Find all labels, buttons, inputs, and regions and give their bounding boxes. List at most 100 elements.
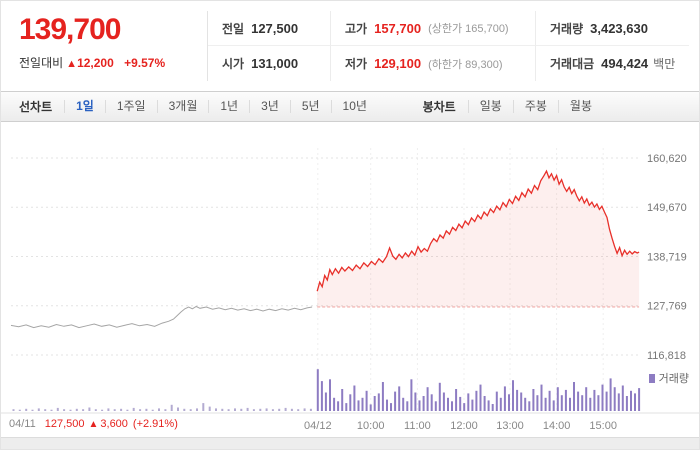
- volume-bar: [361, 397, 364, 411]
- volume-bar: [12, 409, 15, 411]
- volume-bar: [593, 389, 596, 411]
- prev-day-summary: 04/11 127,500 ▲ 3,600 (+2.91%): [9, 418, 178, 430]
- tab-1year[interactable]: 1년: [208, 100, 249, 113]
- volume-legend-label: 거래량: [658, 373, 689, 385]
- volume-bar: [357, 400, 360, 411]
- volume-bar: [621, 385, 624, 411]
- volume-bar: [479, 384, 482, 411]
- volume-bar: [177, 407, 179, 411]
- volume-bar: [324, 392, 327, 411]
- volume-bar: [386, 399, 388, 411]
- volume-bar: [544, 397, 547, 411]
- stat-label: 시가: [222, 57, 245, 71]
- volume-bar: [320, 381, 323, 411]
- stat-unit: 백만: [653, 57, 676, 71]
- volume-bar: [483, 396, 486, 411]
- x-axis-label: 13:00: [496, 420, 524, 432]
- volume-bar: [56, 407, 59, 411]
- candle-chart-group-label: 봉차트: [422, 100, 456, 114]
- volume-bar: [381, 382, 384, 411]
- volume-swatch-icon: [648, 373, 655, 383]
- stat-low: 저가 129,100 (하한가 89,300): [330, 46, 535, 81]
- volume-bar: [524, 397, 527, 411]
- volume-bar: [265, 408, 268, 411]
- volume-bar: [459, 396, 462, 411]
- volume-bar: [414, 392, 417, 411]
- volume-bar: [345, 403, 348, 411]
- volume-bar: [508, 394, 510, 411]
- volume-bar: [617, 393, 620, 411]
- line-chart-group-label: 선차트: [19, 100, 53, 114]
- volume-bar: [316, 369, 319, 411]
- volume-bar: [145, 408, 148, 411]
- volume-bar: [630, 390, 632, 411]
- volume-bar: [426, 387, 429, 411]
- volume-bar: [613, 387, 616, 411]
- current-price-block: 139,700 전일대비 ▲12,200 +9.57%: [1, 1, 207, 91]
- volume-bar: [463, 403, 466, 411]
- prev-day-percent: (+2.91%): [132, 418, 178, 430]
- volume-bar: [94, 409, 97, 411]
- stat-value: 131,000: [251, 56, 299, 71]
- volume-bar: [467, 393, 470, 411]
- current-price: 139,700: [19, 13, 121, 46]
- stat-label: 저가: [345, 57, 368, 71]
- tab-3years[interactable]: 3년: [249, 100, 290, 113]
- volume-bar: [577, 391, 580, 411]
- volume-bar: [373, 396, 376, 411]
- volume-bar: [495, 391, 498, 411]
- up-arrow-icon: ▲: [66, 58, 78, 70]
- prev-day-line: [10, 305, 313, 329]
- volume-bar: [556, 387, 559, 411]
- stat-open: 시가 131,000: [208, 46, 330, 81]
- volume-bar: [69, 409, 72, 411]
- tab-daily-candle[interactable]: 일봉: [467, 100, 513, 113]
- volume-bar: [369, 404, 372, 411]
- volume-bar: [422, 396, 425, 411]
- tab-monthly-candle[interactable]: 월봉: [557, 100, 603, 113]
- volume-bar: [499, 397, 502, 411]
- stats-grid: 전일 127,500 고가 157,700 (상한가 165,700) 거래량 …: [207, 11, 689, 81]
- volume-bar: [240, 408, 243, 411]
- change-label: 전일대비: [19, 56, 64, 70]
- volume-bar: [451, 401, 453, 411]
- volume-bar: [402, 397, 405, 411]
- volume-bar: [329, 379, 331, 411]
- volume-bar: [189, 409, 192, 411]
- volume-bar: [597, 395, 600, 411]
- volume-bar: [487, 400, 490, 411]
- tab-weekly-candle[interactable]: 주봉: [512, 100, 558, 113]
- current-day-area: [317, 171, 640, 307]
- tab-5years[interactable]: 5년: [289, 100, 331, 113]
- volume-bar: [75, 408, 78, 411]
- volume-bar: [303, 408, 306, 411]
- x-axis-label: 12:00: [450, 420, 478, 432]
- prev-day-change: 3,600: [100, 418, 128, 430]
- volume-bar: [290, 408, 293, 411]
- tab-10years[interactable]: 10년: [330, 100, 378, 113]
- bottom-strip: [1, 437, 699, 449]
- volume-bar: [573, 382, 575, 411]
- stat-label: 거래량: [550, 21, 584, 36]
- volume-bar: [585, 387, 588, 411]
- tab-1week[interactable]: 1주일: [104, 100, 157, 113]
- volume-bar: [536, 395, 539, 411]
- volume-bar: [151, 409, 154, 411]
- tab-3months[interactable]: 3개월: [156, 100, 209, 113]
- volume-bar: [548, 390, 551, 411]
- y-axis-label: 138,719: [647, 252, 687, 264]
- volume-bar: [139, 409, 142, 411]
- volume-bar: [365, 390, 368, 411]
- volume-bar: [309, 408, 312, 411]
- volume-bar: [569, 397, 571, 411]
- stat-trade-amount: 거래대금 494,424 백만: [535, 46, 689, 81]
- prev-day-close: 127,500: [44, 418, 85, 430]
- volume-bar: [447, 397, 449, 411]
- volume-bar: [589, 397, 592, 411]
- volume-bar: [120, 408, 123, 411]
- volume-bar: [101, 409, 104, 411]
- current-day-line: [316, 169, 640, 292]
- x-axis-label: 04/12: [304, 420, 332, 432]
- tab-1day[interactable]: 1일: [64, 100, 105, 113]
